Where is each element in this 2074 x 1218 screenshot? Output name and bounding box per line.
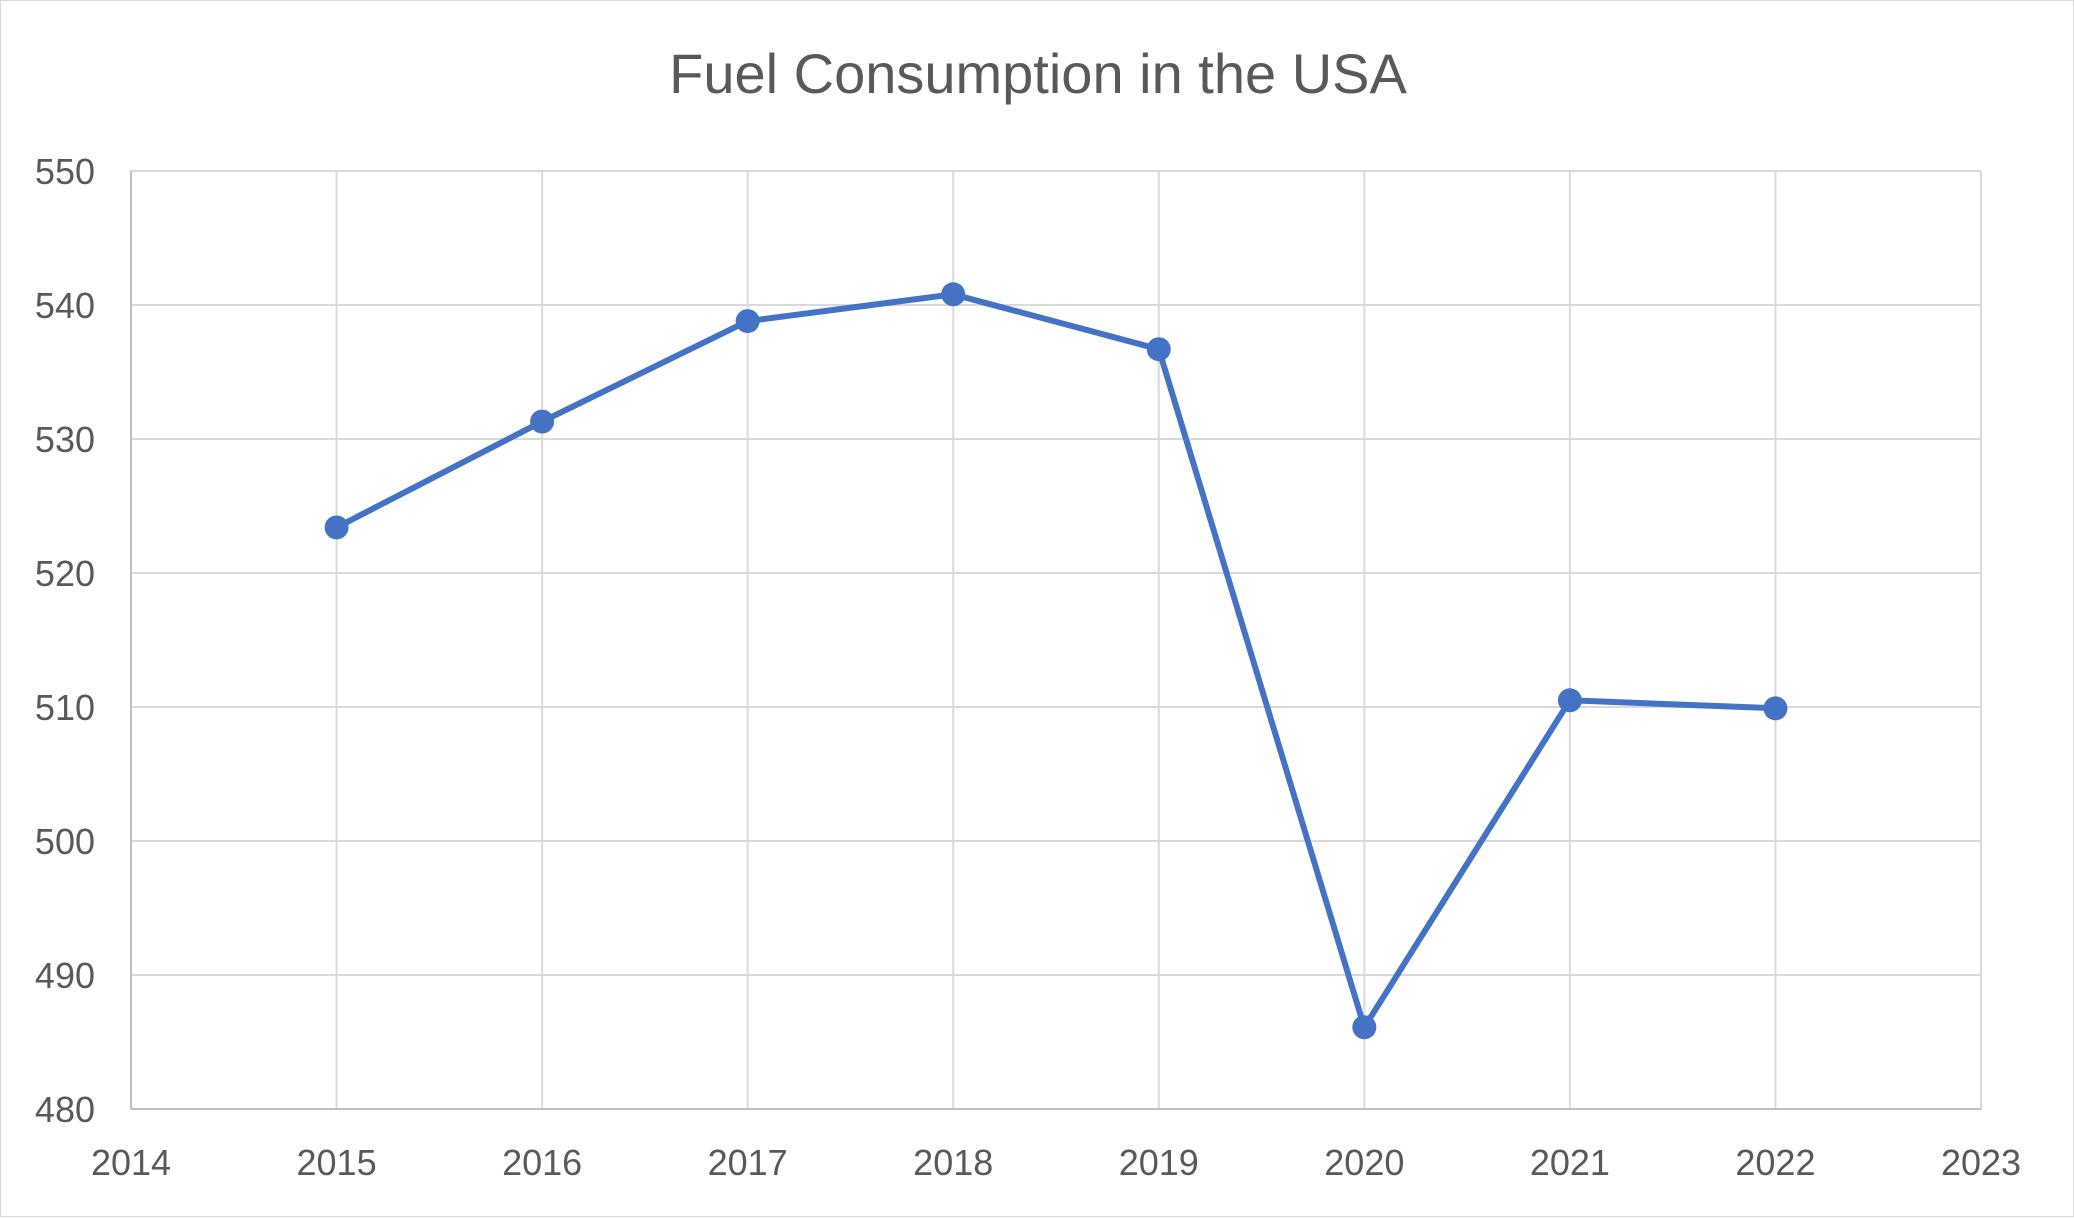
- data-point: [1558, 688, 1582, 712]
- series-layer: [325, 282, 1788, 1039]
- y-tick-label: 520: [35, 553, 95, 594]
- data-point: [1147, 337, 1171, 361]
- x-tick-label: 2014: [91, 1142, 171, 1183]
- axis-layer: [131, 171, 1981, 1109]
- data-point: [736, 309, 760, 333]
- x-tick-label: 2020: [1324, 1142, 1404, 1183]
- grid-layer: [131, 171, 1981, 1109]
- x-tick-label: 2019: [1119, 1142, 1199, 1183]
- x-tick-label: 2022: [1735, 1142, 1815, 1183]
- y-tick-label: 540: [35, 285, 95, 326]
- x-tick-label: 2018: [913, 1142, 993, 1183]
- y-tick-label: 550: [35, 151, 95, 192]
- y-tick-label: 530: [35, 419, 95, 460]
- data-point: [530, 410, 554, 434]
- x-tick-label: 2017: [708, 1142, 788, 1183]
- data-point: [1763, 696, 1787, 720]
- x-tick-label: 2021: [1530, 1142, 1610, 1183]
- x-tick-label: 2015: [297, 1142, 377, 1183]
- data-point: [941, 282, 965, 306]
- y-tick-label: 510: [35, 687, 95, 728]
- y-tick-label: 500: [35, 821, 95, 862]
- y-tick-label: 480: [35, 1089, 95, 1130]
- data-point: [325, 515, 349, 539]
- y-tick-label: 490: [35, 955, 95, 996]
- x-tick-label: 2016: [502, 1142, 582, 1183]
- data-point: [1352, 1015, 1376, 1039]
- x-tick-label: 2023: [1941, 1142, 2021, 1183]
- series-line: [337, 294, 1776, 1027]
